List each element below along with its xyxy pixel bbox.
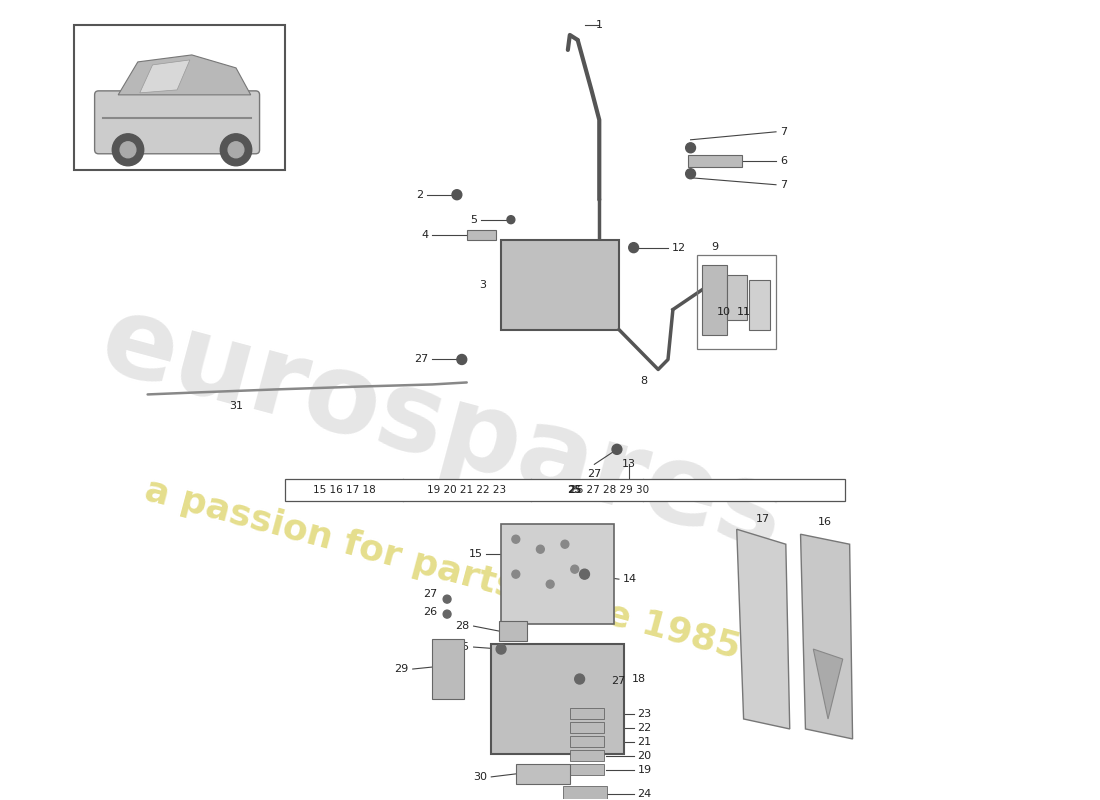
Circle shape: [512, 535, 519, 543]
Circle shape: [120, 142, 136, 158]
Bar: [74, 25, 285, 170]
Text: 27: 27: [587, 470, 602, 479]
Text: 27: 27: [424, 589, 438, 599]
Text: 14: 14: [623, 574, 637, 584]
Circle shape: [443, 610, 451, 618]
Bar: [570, 764, 604, 775]
Bar: [703, 265, 727, 334]
Bar: [466, 230, 496, 240]
Bar: [285, 479, 845, 502]
Text: 3: 3: [480, 279, 486, 290]
Bar: [499, 621, 527, 641]
Text: 19 20 21 22 23: 19 20 21 22 23: [427, 486, 506, 495]
Text: 24: 24: [638, 789, 652, 799]
Circle shape: [571, 565, 579, 573]
Text: 27: 27: [612, 676, 625, 686]
Text: 7: 7: [780, 127, 788, 137]
Circle shape: [685, 142, 695, 153]
Text: 30: 30: [473, 772, 487, 782]
Text: a passion for parts since 1985: a passion for parts since 1985: [141, 473, 744, 666]
Circle shape: [612, 444, 621, 454]
Circle shape: [452, 190, 462, 200]
Text: 21: 21: [638, 737, 651, 747]
Text: 28: 28: [455, 621, 470, 631]
Text: 15 16 17 18: 15 16 17 18: [312, 486, 375, 495]
Bar: [563, 786, 607, 800]
Text: eurospares: eurospares: [89, 286, 795, 572]
Circle shape: [537, 546, 544, 554]
Polygon shape: [737, 530, 790, 729]
Text: 15: 15: [469, 550, 483, 559]
Circle shape: [456, 354, 466, 365]
Text: 10: 10: [717, 306, 732, 317]
Text: 17: 17: [756, 514, 770, 524]
Circle shape: [443, 595, 451, 603]
Text: 25: 25: [568, 486, 582, 495]
Bar: [570, 736, 604, 747]
Polygon shape: [813, 649, 843, 719]
Bar: [697, 254, 775, 350]
Text: 29: 29: [395, 664, 409, 674]
Circle shape: [685, 169, 695, 178]
Text: 18: 18: [631, 674, 646, 684]
Bar: [688, 154, 741, 166]
Text: 6: 6: [780, 156, 786, 166]
Text: 19: 19: [638, 765, 651, 775]
Circle shape: [220, 134, 252, 166]
Text: 20: 20: [638, 751, 651, 761]
Text: 31: 31: [229, 402, 243, 411]
Polygon shape: [801, 534, 852, 739]
Circle shape: [112, 134, 144, 166]
Text: 16: 16: [818, 518, 832, 527]
Polygon shape: [140, 60, 190, 93]
Text: 2: 2: [417, 190, 424, 200]
Text: 5: 5: [471, 214, 477, 225]
Bar: [516, 764, 570, 784]
Polygon shape: [118, 55, 251, 95]
Bar: [570, 722, 604, 733]
Text: 22: 22: [638, 723, 652, 733]
FancyBboxPatch shape: [95, 91, 260, 154]
Circle shape: [629, 242, 638, 253]
Text: 13: 13: [621, 459, 636, 470]
Circle shape: [547, 580, 554, 588]
Text: 8: 8: [640, 377, 647, 386]
Bar: [727, 274, 747, 319]
Bar: [502, 524, 614, 624]
Bar: [492, 644, 624, 754]
Bar: [502, 240, 619, 330]
Text: 25: 25: [455, 642, 470, 652]
Circle shape: [512, 570, 519, 578]
Bar: [570, 750, 604, 761]
Circle shape: [228, 142, 244, 158]
Bar: [570, 708, 604, 719]
Text: 27: 27: [415, 354, 428, 365]
Text: 9: 9: [712, 242, 718, 252]
Text: 26: 26: [424, 607, 438, 617]
Text: 12: 12: [672, 242, 686, 253]
Circle shape: [574, 674, 584, 684]
Text: 11: 11: [737, 306, 750, 317]
Circle shape: [561, 540, 569, 548]
Text: 23: 23: [638, 709, 651, 719]
Bar: [748, 279, 770, 330]
Bar: [432, 639, 464, 699]
Circle shape: [507, 216, 515, 224]
Text: 26 27 28 29 30: 26 27 28 29 30: [570, 486, 649, 495]
Text: 1: 1: [596, 20, 603, 30]
Text: 4: 4: [421, 230, 428, 240]
Text: 7: 7: [780, 180, 788, 190]
Circle shape: [496, 644, 506, 654]
Circle shape: [580, 569, 590, 579]
